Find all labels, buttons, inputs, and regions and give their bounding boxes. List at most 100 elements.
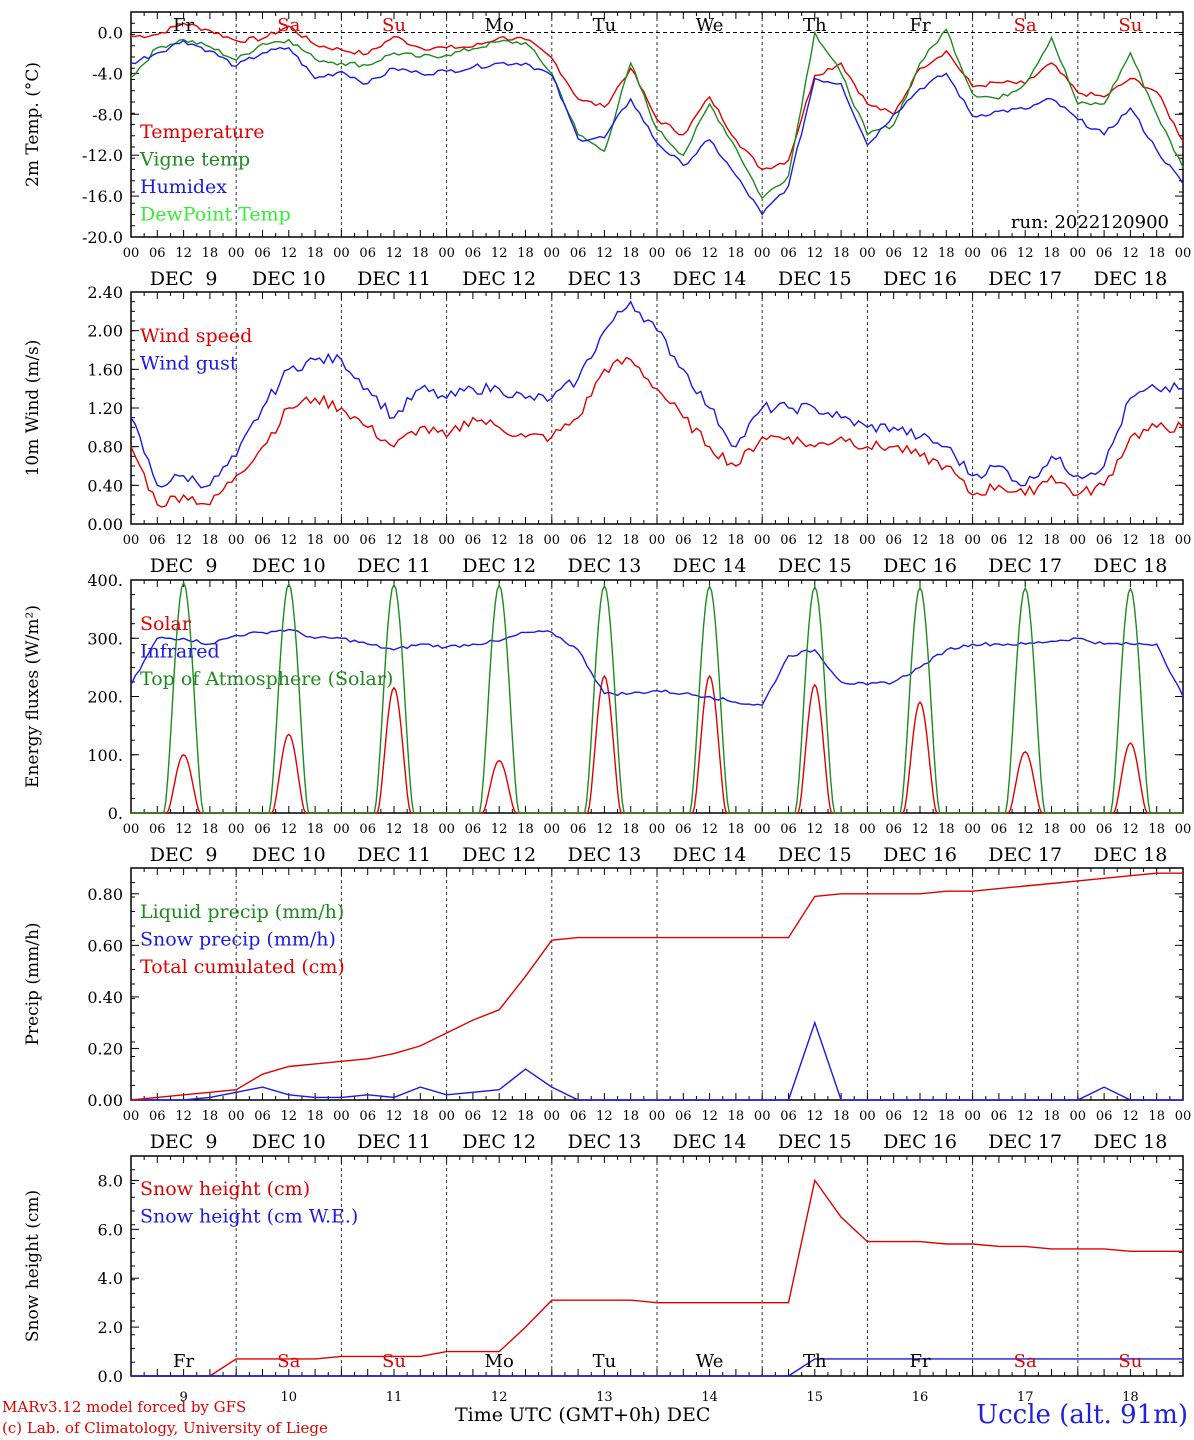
hour-tick-label: 00	[1070, 246, 1087, 261]
hour-tick-label: 00	[123, 822, 140, 837]
y-tick-label: -8.0	[92, 105, 123, 124]
hour-tick-label: 18	[307, 822, 324, 837]
legend-entry: Total cumulated (cm)	[140, 956, 345, 978]
hour-tick-label: 00	[859, 533, 876, 548]
hour-tick-label: 06	[1096, 1109, 1113, 1124]
series-line-top-of-atmosphere-solar-	[131, 581, 1183, 814]
y-tick-label: 0.0	[98, 23, 123, 42]
day-number-label: 16	[912, 1390, 929, 1405]
hour-tick-label: 06	[991, 533, 1008, 548]
weekday-label: Sa	[1014, 15, 1037, 36]
hour-tick-label: 00	[544, 1109, 561, 1124]
date-label: DEC 18	[1093, 844, 1167, 866]
y-axis-label: Snow height (cm)	[23, 1190, 43, 1342]
hour-tick-label: 18	[517, 1109, 534, 1124]
hour-tick-label: 06	[780, 1109, 797, 1124]
weekday-label: Fr	[909, 15, 930, 36]
lab-credit: (c) Lab. of Climatology, University of L…	[2, 1419, 328, 1437]
legend-entry: Top of Atmosphere (Solar)	[140, 668, 393, 690]
hour-tick-label: 00	[1175, 533, 1192, 548]
hour-tick-label: 06	[991, 822, 1008, 837]
hour-tick-label: 00	[964, 246, 981, 261]
hour-tick-label: 06	[465, 533, 482, 548]
hour-tick-label: 06	[465, 822, 482, 837]
weekday-label: Sa	[277, 1351, 300, 1372]
hour-tick-label: 06	[1096, 533, 1113, 548]
date-label: DEC 16	[883, 268, 957, 290]
hour-tick-label: 18	[728, 533, 745, 548]
weekday-label: Su	[382, 15, 406, 36]
hour-tick-label: 00	[123, 533, 140, 548]
date-label: DEC 15	[778, 844, 852, 866]
series-line-temperature	[130, 22, 1184, 171]
date-label: DEC 10	[252, 268, 326, 290]
hour-tick-label: 00	[964, 822, 981, 837]
hour-tick-label: 06	[570, 1109, 587, 1124]
hour-tick-label: 06	[359, 1109, 376, 1124]
hour-tick-label: 12	[491, 246, 508, 261]
date-label: DEC 15	[778, 555, 852, 577]
hour-tick-label: 00	[228, 1109, 245, 1124]
series-line-snow-height-cm-	[131, 1178, 1183, 1377]
hour-tick-label: 06	[780, 822, 797, 837]
date-label: DEC 18	[1093, 555, 1167, 577]
weekday-label: We	[696, 1351, 724, 1372]
hour-tick-label: 18	[1043, 246, 1060, 261]
hour-tick-label: 18	[1148, 246, 1165, 261]
date-label: DEC 17	[988, 844, 1062, 866]
hour-tick-label: 06	[570, 246, 587, 261]
y-tick-label: 0.	[108, 804, 123, 823]
hour-tick-label: 06	[254, 533, 271, 548]
hour-tick-label: 12	[1017, 1109, 1034, 1124]
date-label: DEC 17	[988, 268, 1062, 290]
hour-tick-label: 12	[596, 246, 613, 261]
legend-entry: Infrared	[140, 641, 220, 663]
y-tick-label: 2.40	[87, 283, 123, 302]
hour-tick-label: 06	[149, 1109, 166, 1124]
hour-tick-label: 12	[1122, 533, 1139, 548]
date-label: DEC 14	[673, 844, 747, 866]
y-tick-label: 200.	[87, 688, 123, 707]
day-number-label: 9	[179, 1390, 187, 1405]
series-line-vigne-temp	[130, 28, 1184, 200]
hour-tick-label: 00	[544, 533, 561, 548]
x-axis-title: Time UTC (GMT+0h) DEC	[455, 1404, 711, 1426]
hour-tick-label: 00	[438, 246, 455, 261]
date-label: DEC 10	[252, 1131, 326, 1153]
hour-tick-label: 00	[228, 246, 245, 261]
hour-tick-label: 18	[1148, 1109, 1165, 1124]
y-tick-label: -16.0	[82, 187, 123, 206]
hour-tick-label: 18	[1148, 533, 1165, 548]
y-tick-label: 0.80	[87, 885, 123, 904]
hour-tick-label: 12	[386, 822, 403, 837]
legend-entry: DewPoint Temp	[140, 204, 291, 226]
hour-tick-label: 18	[412, 533, 429, 548]
series-line-total-cumulated-cm-	[130, 872, 1183, 1101]
hour-tick-label: 12	[912, 1109, 929, 1124]
hour-tick-label: 00	[123, 1109, 140, 1124]
hour-tick-label: 06	[991, 1109, 1008, 1124]
y-tick-label: 400.	[87, 571, 123, 590]
date-label: DEC 9	[150, 844, 218, 866]
hour-tick-label: 00	[333, 1109, 350, 1124]
hour-tick-label: 00	[964, 1109, 981, 1124]
hour-tick-label: 12	[701, 822, 718, 837]
y-axis-label: Energy fluxes (W/m²)	[23, 605, 43, 788]
date-label: DEC 14	[673, 555, 747, 577]
hour-tick-label: 00	[333, 246, 350, 261]
series-line-snow-height-cm-w-e-	[131, 1358, 1183, 1377]
y-axis-label: 10m Wind (m/s)	[23, 340, 43, 477]
hour-tick-label: 00	[964, 533, 981, 548]
hour-tick-label: 06	[149, 533, 166, 548]
hour-tick-label: 12	[175, 822, 192, 837]
y-tick-label: 100.	[87, 746, 123, 765]
y-axis-label: 2m Temp. (°C)	[23, 62, 43, 187]
legend-entry: Wind gust	[140, 353, 238, 375]
day-number-label: 13	[596, 1390, 613, 1405]
y-tick-label: 0.00	[87, 1091, 123, 1110]
date-label: DEC 12	[462, 268, 536, 290]
weekday-label: Th	[803, 1351, 827, 1372]
date-label: DEC 12	[462, 844, 536, 866]
day-number-label: 14	[701, 1390, 718, 1405]
date-label: DEC 12	[462, 1131, 536, 1153]
